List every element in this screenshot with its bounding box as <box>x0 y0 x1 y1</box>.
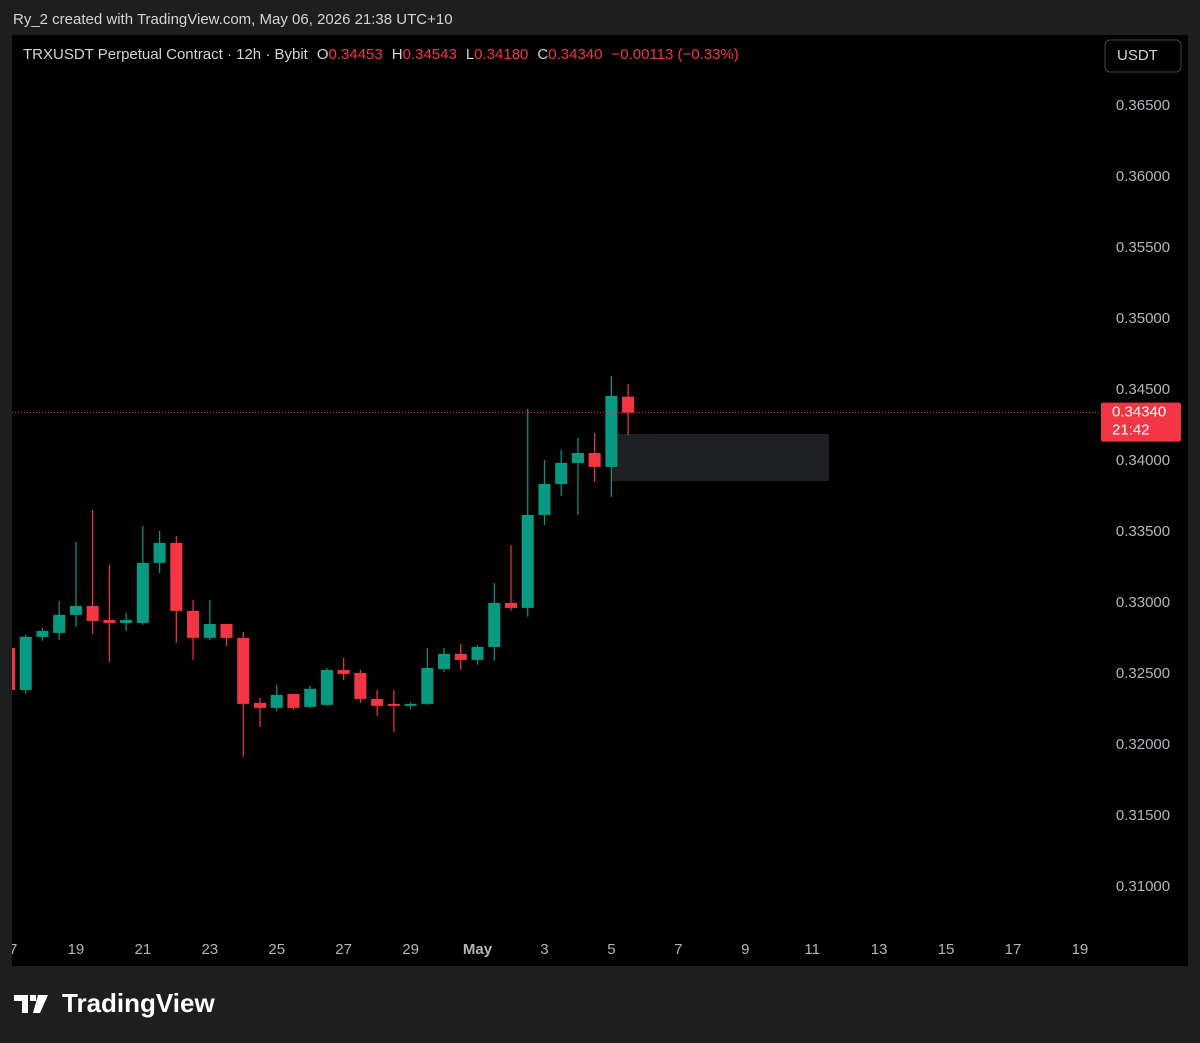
candle-body <box>571 453 584 463</box>
candle-body <box>404 703 417 706</box>
countdown: 21:42 <box>1112 422 1150 439</box>
x-tick-label: 19 <box>1072 941 1089 958</box>
zone <box>611 433 829 481</box>
candle-body <box>337 669 350 674</box>
last-price-box <box>1101 402 1181 442</box>
candle-body <box>605 395 618 467</box>
candle-body <box>220 623 233 638</box>
ohlc-value: 0.34543 <box>403 46 457 63</box>
candle-body <box>387 703 400 706</box>
candle-body <box>86 605 99 621</box>
x-tick-label: 3 <box>540 941 548 958</box>
x-tick-label: 13 <box>871 941 888 958</box>
time-axis: 17 19 21 23 25 27 29 May 3 5 7 9 11 13 15 17 19 <box>1 941 1089 958</box>
candle-body <box>320 669 333 705</box>
x-tick-label: 29 <box>402 941 419 958</box>
x-tick-label: 19 <box>68 941 85 958</box>
currency-label[interactable]: USDT <box>1117 47 1158 64</box>
candle-body <box>471 646 484 660</box>
candle-body <box>187 610 200 638</box>
x-tick-label: May <box>463 941 493 958</box>
candle-body <box>136 562 149 623</box>
candle-body <box>170 542 183 611</box>
x-tick-label: 7 <box>674 941 682 958</box>
candle-body <box>36 630 49 637</box>
x-tick-label: 25 <box>268 941 285 958</box>
x-tick-label: 15 <box>938 941 955 958</box>
symbol: TRXUSDT Perpetual Contract · 12h · Bybit <box>23 46 309 63</box>
x-tick-label: 17 <box>1005 941 1022 958</box>
candle-body <box>438 653 451 669</box>
y-tick-label: 0.36500 <box>1116 97 1170 114</box>
currency-button[interactable] <box>1104 39 1182 73</box>
ohlc-key: H <box>392 46 403 63</box>
y-tick-label: 0.32500 <box>1116 665 1170 682</box>
attribution: Ry_2 created with TradingView.com, May 0… <box>13 11 453 28</box>
candle-body <box>521 514 534 608</box>
y-tick-label: 0.36000 <box>1116 168 1170 185</box>
y-tick-label: 0.32000 <box>1116 736 1170 753</box>
candle-body <box>555 462 568 484</box>
candle-body <box>153 542 166 563</box>
candle-body <box>53 614 66 633</box>
candle-body <box>19 636 32 690</box>
candle-body <box>103 619 116 623</box>
y-tick-label: 0.34500 <box>1116 381 1170 398</box>
candle-body <box>538 483 551 515</box>
ohlc-value: 0.34453 <box>329 46 383 63</box>
last-price-label: 0.34340 <box>1112 404 1166 421</box>
brand: TradingView <box>62 988 215 1018</box>
y-tick-label: 0.31000 <box>1116 878 1170 895</box>
candle-body <box>371 698 384 706</box>
candle-body <box>69 605 82 615</box>
candle-body <box>504 602 518 608</box>
price-axis: 0.31000 0.31500 0.32000 0.32500 0.33000 0.335… <box>1116 97 1170 895</box>
candle-body <box>12 647 16 690</box>
candle-body <box>488 602 501 647</box>
logo: TradingView <box>14 988 215 1018</box>
candle-body <box>287 693 300 708</box>
ohlc-key: O <box>317 46 329 63</box>
x-tick-label: 11 <box>804 941 820 958</box>
y-tick-label: 0.35500 <box>1116 239 1170 256</box>
candle-body <box>253 702 267 708</box>
logo-mark <box>14 995 48 1013</box>
ohlc-value: 0.34340 <box>548 46 602 63</box>
y-tick-label: 0.34000 <box>1116 452 1170 469</box>
candle-body <box>270 694 283 708</box>
x-tick-label: 9 <box>741 941 749 958</box>
x-tick-label: 27 <box>335 941 352 958</box>
candle-body <box>588 453 601 467</box>
change: −0.00113 (−0.33%) <box>611 46 738 63</box>
chart-panel <box>12 35 1188 966</box>
y-tick-label: 0.33000 <box>1116 594 1170 611</box>
y-tick-label: 0.31500 <box>1116 807 1170 824</box>
legend-line: TRXUSDT Perpetual Contract · 12h · Bybit… <box>23 46 739 63</box>
candle-body <box>354 672 367 699</box>
x-tick-label: 21 <box>135 941 152 958</box>
candle-body <box>120 619 133 623</box>
plot <box>12 375 829 757</box>
ohlc-key: C <box>537 46 548 63</box>
candle-body <box>622 396 635 413</box>
y-tick-label: 0.35000 <box>1116 310 1170 327</box>
x-tick-label: 17 <box>1 941 18 958</box>
candle-body <box>237 637 250 704</box>
candle-body <box>304 688 317 707</box>
x-tick-label: 23 <box>201 941 218 958</box>
y-tick-label: 0.33500 <box>1116 523 1170 540</box>
ohlc-value: 0.34180 <box>474 46 528 63</box>
ohlc-key: L <box>466 46 474 63</box>
x-tick-label: 5 <box>607 941 615 958</box>
candle-body <box>203 623 216 638</box>
candle-body <box>421 667 434 704</box>
candle-body <box>454 653 467 660</box>
